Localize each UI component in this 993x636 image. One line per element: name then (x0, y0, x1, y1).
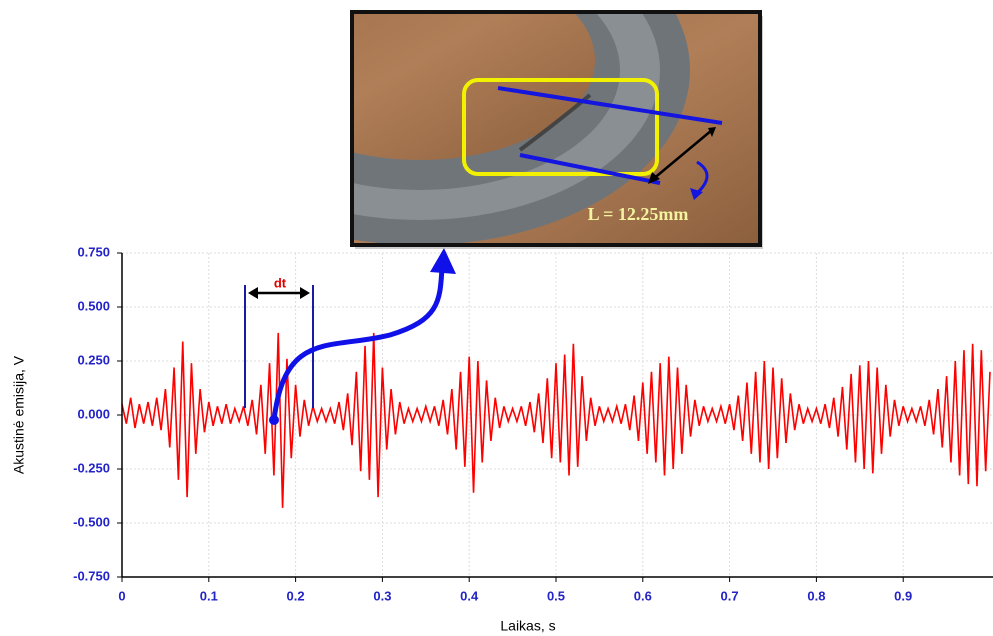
y-tick-label: -0.750 (73, 568, 110, 583)
chart: Akustinė emisija, V Laikas, s dt L = 12.… (0, 0, 993, 636)
y-tick-label: 0.500 (77, 298, 110, 313)
y-tick-label: 0.000 (77, 406, 110, 421)
x-tick-label: 0.7 (721, 588, 739, 603)
dt-label: dt (274, 275, 287, 290)
y-tick-label: -0.500 (73, 514, 110, 529)
x-axis-label: Laikas, s (500, 618, 555, 634)
y-tick-label: 0.250 (77, 352, 110, 367)
x-tick-label: 0.9 (894, 588, 912, 603)
y-tick-label: 0.750 (77, 244, 110, 259)
x-tick-label: 0 (118, 588, 125, 603)
x-tick-label: 0.1 (200, 588, 218, 603)
y-tick-label: -0.250 (73, 460, 110, 475)
length-label: L = 12.25mm (588, 204, 689, 224)
x-tick-label: 0.8 (807, 588, 825, 603)
x-tick-label: 0.6 (634, 588, 652, 603)
inset-photo: L = 12.25mm (150, 0, 763, 249)
x-tick-label: 0.4 (460, 588, 479, 603)
x-tick-label: 0.2 (287, 588, 305, 603)
y-axis-label: Akustinė emisija, V (11, 355, 27, 474)
x-tick-label: 0.5 (547, 588, 565, 603)
x-tick-label: 0.3 (373, 588, 391, 603)
